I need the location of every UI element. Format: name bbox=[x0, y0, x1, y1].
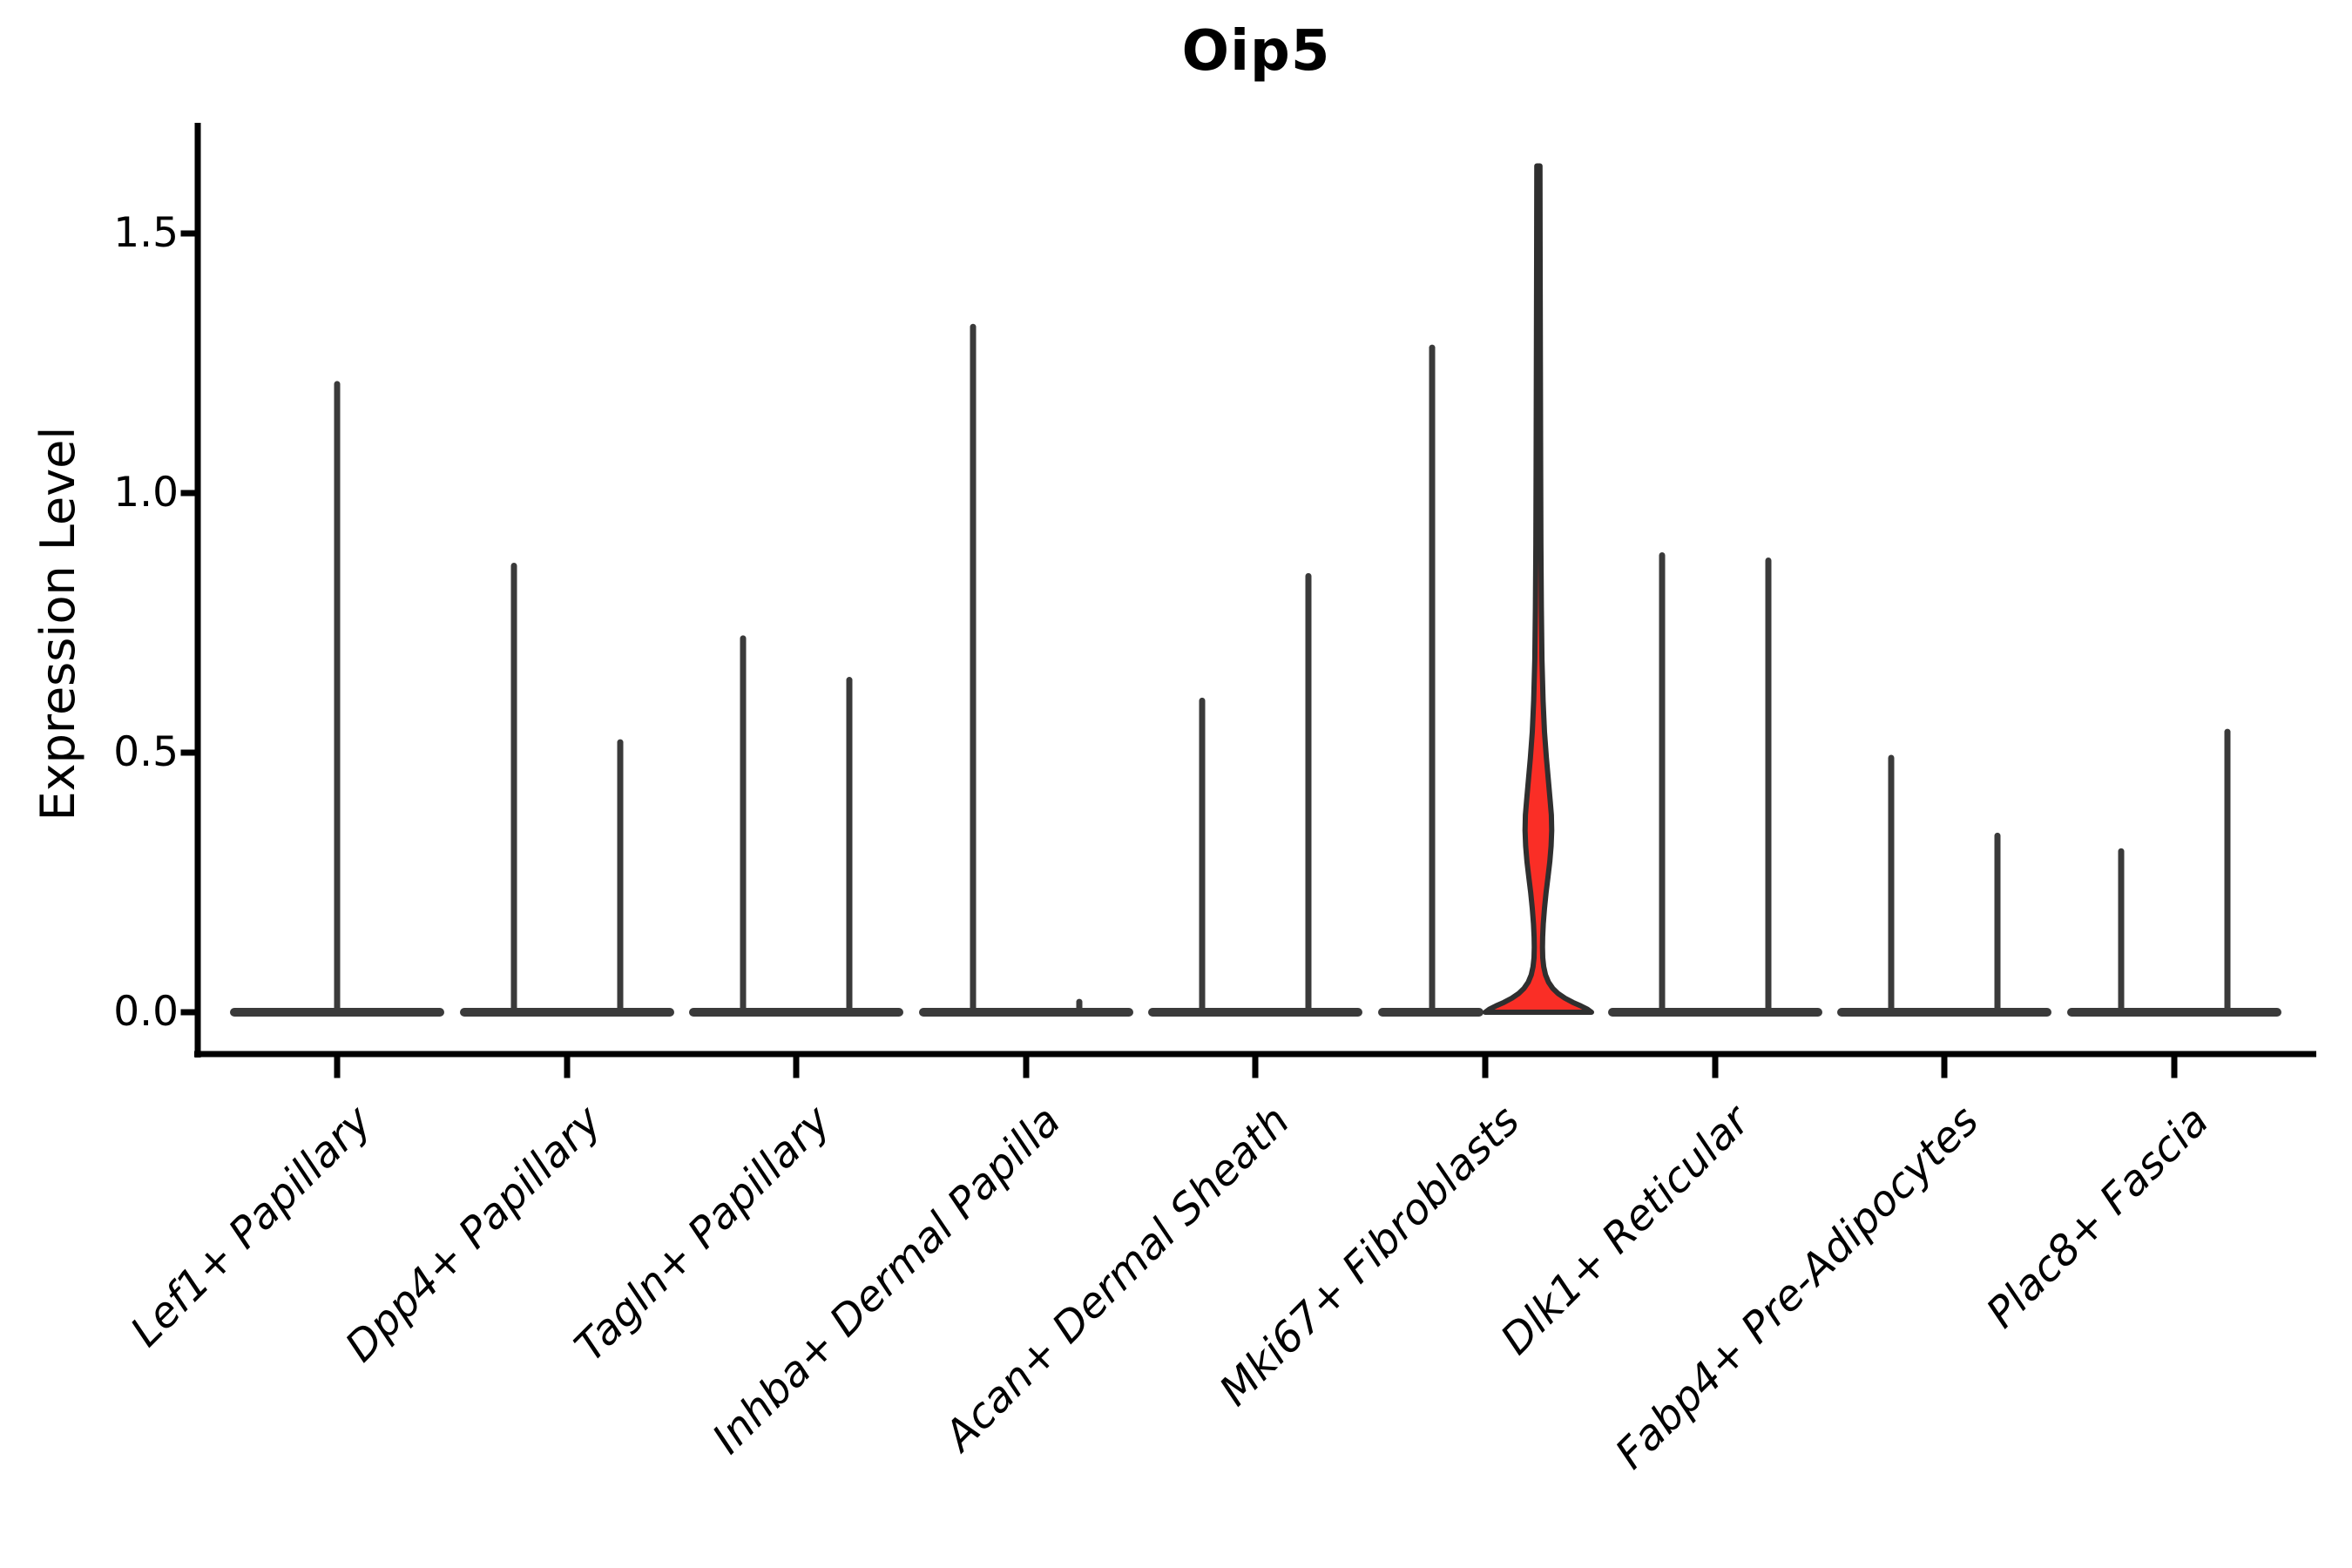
y-tick-label: 0.5 bbox=[113, 728, 179, 776]
x-tick-mark bbox=[334, 1057, 341, 1078]
y-tick-label: 1.0 bbox=[113, 469, 179, 517]
violin-base-bar bbox=[1148, 1008, 1362, 1017]
y-tick-mark bbox=[180, 749, 195, 756]
y-axis-spine bbox=[194, 123, 201, 1058]
x-tick-mark bbox=[793, 1057, 800, 1078]
x-tick-mark bbox=[1712, 1057, 1719, 1078]
x-tick-mark bbox=[1252, 1057, 1259, 1078]
x-axis-spine bbox=[194, 1051, 2316, 1058]
y-tick-mark bbox=[180, 1009, 195, 1016]
x-tick-mark bbox=[1023, 1057, 1030, 1078]
violin-base-bar bbox=[1608, 1008, 1822, 1017]
violin-base-bar bbox=[2067, 1008, 2281, 1017]
x-tick-mark bbox=[1941, 1057, 1948, 1078]
y-axis-title: Expression Level bbox=[30, 426, 85, 821]
x-tick-mark bbox=[1482, 1057, 1489, 1078]
highlight-violin bbox=[1483, 163, 1594, 1015]
violin-base-bar bbox=[689, 1008, 903, 1017]
x-tick-mark bbox=[2171, 1057, 2178, 1078]
y-tick-label: 1.5 bbox=[113, 209, 179, 257]
violin-base-bar bbox=[1837, 1008, 2051, 1017]
y-tick-mark bbox=[180, 490, 195, 497]
y-tick-mark bbox=[180, 230, 195, 237]
x-tick-mark bbox=[564, 1057, 571, 1078]
violin-base-bar bbox=[919, 1008, 1133, 1017]
violin-base-bar bbox=[460, 1008, 674, 1017]
y-tick-label: 0.0 bbox=[113, 988, 179, 1036]
plot-title: Oip5 bbox=[1181, 19, 1331, 84]
